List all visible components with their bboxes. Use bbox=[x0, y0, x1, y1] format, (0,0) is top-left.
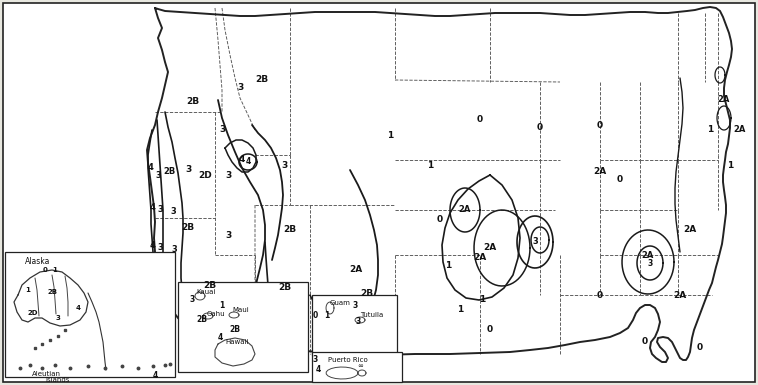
Text: 3: 3 bbox=[356, 318, 361, 326]
Text: Oahu: Oahu bbox=[207, 311, 226, 317]
Text: 1: 1 bbox=[52, 267, 58, 273]
Text: 2B: 2B bbox=[164, 167, 176, 176]
Text: 2B: 2B bbox=[361, 288, 374, 298]
Text: 2B: 2B bbox=[255, 75, 268, 84]
Text: 2A: 2A bbox=[484, 243, 496, 253]
Text: 2B: 2B bbox=[283, 226, 296, 234]
Text: 4: 4 bbox=[149, 204, 155, 213]
Text: 2A: 2A bbox=[684, 226, 697, 234]
Text: 1: 1 bbox=[457, 306, 463, 315]
Text: Puerto Rico: Puerto Rico bbox=[328, 357, 368, 363]
Bar bbox=[5, 252, 175, 377]
Text: 3: 3 bbox=[236, 84, 243, 92]
Bar bbox=[178, 282, 308, 372]
Text: Kauai: Kauai bbox=[196, 289, 215, 295]
Text: 2A: 2A bbox=[594, 167, 606, 176]
Text: 3: 3 bbox=[532, 238, 538, 246]
Text: 1: 1 bbox=[445, 261, 451, 270]
Text: 2B: 2B bbox=[196, 315, 208, 325]
Bar bbox=[312, 295, 397, 355]
Text: 2A: 2A bbox=[349, 266, 362, 275]
Text: 2A: 2A bbox=[673, 291, 687, 300]
Text: 4: 4 bbox=[152, 370, 158, 380]
Bar bbox=[312, 352, 402, 382]
Text: 3: 3 bbox=[157, 206, 163, 214]
Text: 2B: 2B bbox=[186, 97, 199, 107]
Text: 3: 3 bbox=[171, 246, 177, 254]
Text: 2A: 2A bbox=[642, 251, 654, 259]
Text: 3: 3 bbox=[647, 258, 653, 268]
Text: 4: 4 bbox=[246, 157, 251, 166]
Text: 3: 3 bbox=[190, 295, 195, 303]
Text: 0: 0 bbox=[477, 116, 483, 124]
Text: 3: 3 bbox=[170, 208, 176, 216]
Text: 1: 1 bbox=[26, 287, 30, 293]
Text: 4: 4 bbox=[76, 305, 80, 311]
Text: 0: 0 bbox=[42, 267, 48, 273]
Text: 3: 3 bbox=[282, 161, 288, 169]
Text: 4: 4 bbox=[148, 164, 154, 172]
Text: 3: 3 bbox=[157, 243, 163, 253]
Text: 3: 3 bbox=[352, 301, 358, 310]
Text: 0: 0 bbox=[537, 124, 543, 132]
Text: 2A: 2A bbox=[718, 95, 730, 104]
Text: 0: 0 bbox=[617, 176, 623, 184]
Text: 3: 3 bbox=[219, 126, 225, 134]
Text: 2A: 2A bbox=[474, 253, 487, 263]
Text: 2B: 2B bbox=[203, 281, 217, 290]
Text: 0: 0 bbox=[437, 216, 443, 224]
Text: 3: 3 bbox=[155, 171, 161, 179]
Text: 0: 0 bbox=[312, 310, 318, 320]
Text: 2B: 2B bbox=[230, 325, 240, 335]
Text: Hawaii: Hawaii bbox=[225, 339, 249, 345]
Text: 3: 3 bbox=[55, 315, 61, 321]
Text: Alaska: Alaska bbox=[25, 256, 50, 266]
Text: 2A: 2A bbox=[459, 206, 471, 214]
Text: 1: 1 bbox=[707, 126, 713, 134]
Text: 1: 1 bbox=[427, 161, 433, 169]
Text: 2B: 2B bbox=[278, 283, 292, 293]
Text: 0: 0 bbox=[642, 338, 648, 346]
Text: ∞: ∞ bbox=[357, 363, 363, 369]
Text: 1: 1 bbox=[219, 301, 224, 310]
Text: 4: 4 bbox=[239, 156, 245, 164]
Text: 1: 1 bbox=[727, 161, 733, 169]
Text: 2B: 2B bbox=[181, 224, 195, 233]
Text: 0: 0 bbox=[597, 121, 603, 129]
Text: 3: 3 bbox=[185, 166, 191, 174]
Text: 0: 0 bbox=[487, 325, 493, 335]
Text: Aleutian: Aleutian bbox=[32, 371, 61, 377]
Text: 0: 0 bbox=[597, 291, 603, 301]
Text: 2D: 2D bbox=[198, 171, 212, 179]
Text: 2D: 2D bbox=[28, 310, 38, 316]
Text: 4: 4 bbox=[315, 365, 321, 375]
Text: 3: 3 bbox=[225, 171, 231, 179]
Text: 1: 1 bbox=[479, 296, 485, 305]
Text: 2A: 2A bbox=[734, 126, 746, 134]
Text: 0: 0 bbox=[697, 343, 703, 353]
Text: Maui: Maui bbox=[232, 307, 249, 313]
Text: 1: 1 bbox=[324, 310, 330, 320]
Text: 3: 3 bbox=[225, 231, 231, 239]
Text: 2B: 2B bbox=[47, 289, 57, 295]
Text: 4: 4 bbox=[149, 241, 155, 249]
Text: 3: 3 bbox=[312, 355, 318, 365]
Text: 1: 1 bbox=[387, 131, 393, 139]
Text: Guam: Guam bbox=[330, 300, 351, 306]
Text: 4: 4 bbox=[218, 333, 223, 341]
Text: Tutuila: Tutuila bbox=[360, 312, 384, 318]
Text: Islands: Islands bbox=[45, 377, 70, 383]
